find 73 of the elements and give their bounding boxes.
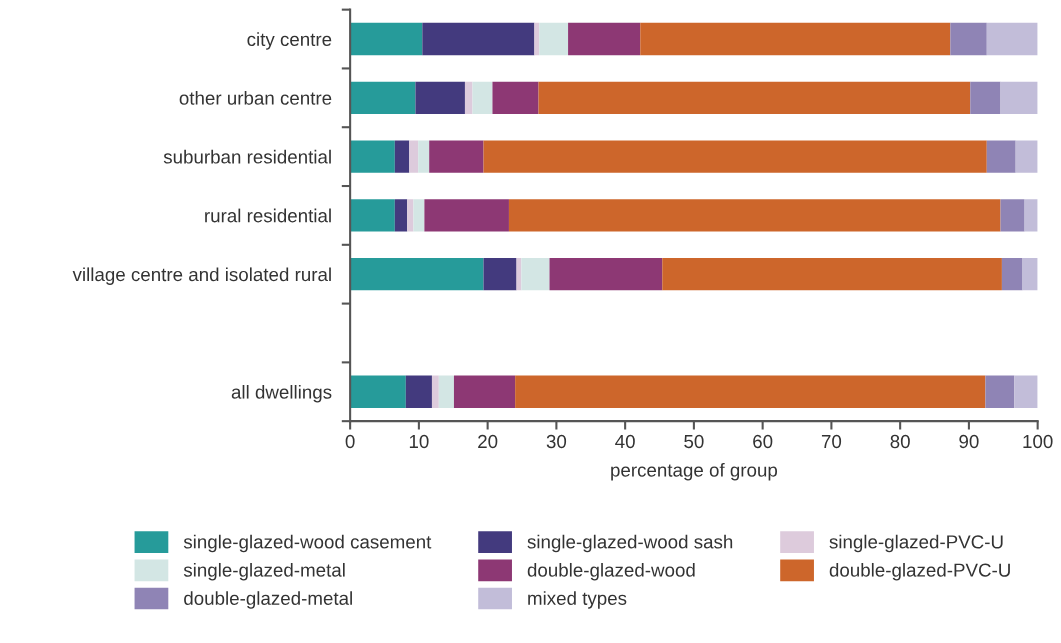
bar [483,140,987,173]
bar [985,375,1015,408]
bar [1022,258,1038,291]
y-tick-label: city centre [247,32,332,50]
bar [950,22,987,56]
bar [662,258,1002,291]
x-tick-label: 60 [753,434,773,449]
bar [1015,140,1038,173]
bar [515,375,986,408]
bar [1000,81,1038,114]
bar [539,22,569,56]
bar [429,140,484,173]
bar [424,199,509,232]
legend-label: double-glazed-wood [527,562,695,581]
bar [350,375,406,408]
bar [422,22,535,56]
legend-label: single-glazed-wood sash [527,534,733,553]
y-tick-label: other urban centre [179,91,332,105]
bar [986,22,1038,56]
bar [350,258,484,291]
bar [418,140,430,173]
y-tick-label: all dwellings [231,384,332,403]
bar [1000,199,1025,232]
bar [407,199,414,232]
y-tick-label: suburban residential [163,149,331,164]
legend-label: single-glazed-metal [183,562,345,581]
legend-label: mixed types [528,591,627,609]
bar [1024,199,1038,232]
bar [986,140,1016,173]
bar [350,22,423,56]
bar [508,199,1001,232]
bar [413,199,425,232]
bar [568,22,641,56]
bar [1014,375,1038,408]
bar [350,81,416,114]
bar [438,375,454,408]
x-tick-label: 80 [890,434,910,449]
x-tick-label: 40 [615,434,635,449]
bar [350,140,395,173]
bar [549,258,663,291]
bar [350,199,395,232]
bar [453,375,516,408]
bar [538,81,971,114]
legend-label: double-glazed-metal [184,591,352,609]
x-tick-label: 30 [546,434,567,449]
x-tick-label: 90 [959,434,979,449]
x-axis-title: percentage of group [611,462,778,481]
x-tick-label: 70 [821,434,842,449]
bar [405,375,432,408]
x-tick-label: 0 [345,434,355,449]
y-tick-label: rural residential [205,208,331,223]
y-tick-label: village centre and isolated rural [72,267,331,285]
x-tick-label: 100 [1023,434,1053,449]
bar [970,81,1001,114]
bar [415,81,465,114]
bar [640,22,951,56]
bar [394,140,410,173]
legend-label: double-glazed-PVC-U [829,562,1010,581]
bar [394,199,408,232]
bar [464,81,473,114]
legend-label: single-glazed-wood casement [183,534,432,553]
legend-label: single-glazed-PVC-U [829,534,1003,553]
bar [492,81,539,114]
bar [534,22,540,56]
bar [431,375,439,408]
bar [472,81,493,114]
x-tick-label: 50 [684,434,704,449]
x-tick-label: 10 [409,434,429,449]
bar [1001,258,1023,291]
bar [483,258,517,291]
bar [409,140,419,173]
x-tick-label: 20 [478,434,498,449]
bar [521,258,550,291]
